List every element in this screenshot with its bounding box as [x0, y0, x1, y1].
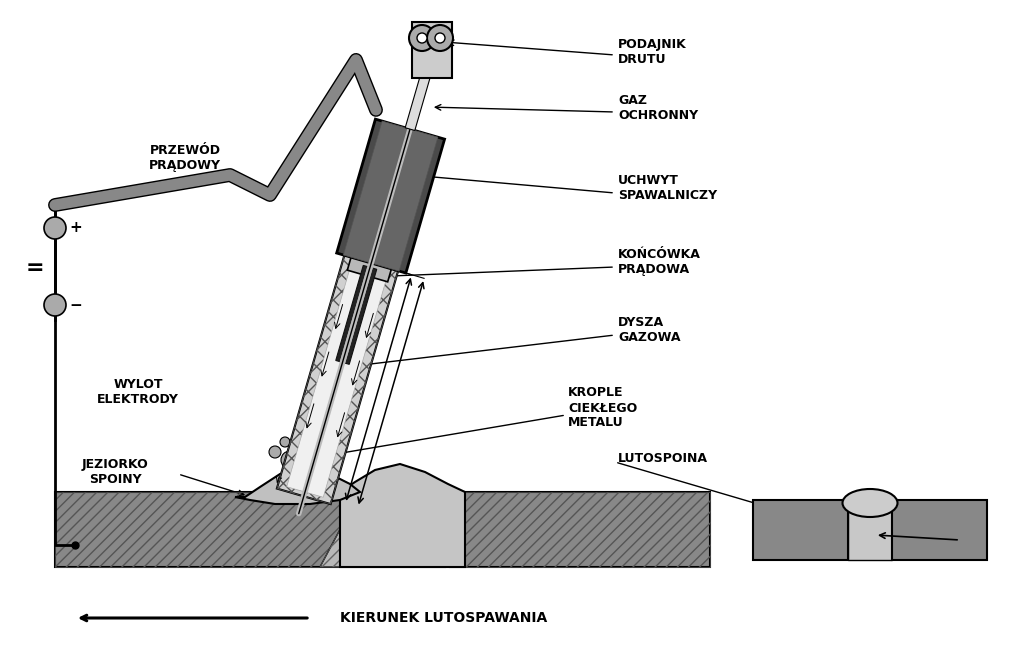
Polygon shape [336, 265, 376, 364]
Text: UCHWYT
SPAWALNICZY: UCHWYT SPAWALNICZY [618, 174, 717, 202]
Polygon shape [340, 267, 372, 363]
Circle shape [417, 33, 427, 43]
Text: +: + [69, 220, 82, 235]
Polygon shape [412, 22, 452, 78]
Circle shape [409, 25, 435, 51]
Text: KIERUNEK LUTOSPAWANIA: KIERUNEK LUTOSPAWANIA [340, 611, 547, 625]
Circle shape [281, 451, 299, 469]
Circle shape [427, 25, 453, 51]
Bar [450, 492, 710, 567]
Bar [55, 492, 445, 567]
Polygon shape [348, 253, 393, 282]
Bar [892, 500, 987, 560]
Text: GAZ
OCHRONNY: GAZ OCHRONNY [618, 94, 698, 122]
Polygon shape [235, 467, 360, 504]
Text: DYSZA
GAZOWA: DYSZA GAZOWA [618, 316, 680, 344]
Circle shape [269, 446, 281, 458]
Circle shape [435, 33, 445, 43]
Text: PRZEWÓD
PRĄDOWY: PRZEWÓD PRĄDOWY [149, 144, 221, 172]
Text: =: = [26, 258, 44, 278]
Bar [753, 500, 848, 560]
Text: KROPLE
CIEKŁEGO
METALU: KROPLE CIEKŁEGO METALU [568, 387, 637, 430]
Circle shape [44, 217, 66, 239]
Bar [450, 492, 710, 567]
Text: −: − [69, 297, 82, 312]
Polygon shape [337, 119, 445, 273]
Bar [848, 500, 892, 560]
Polygon shape [344, 121, 438, 271]
Text: KOŃCÓWKA
PRĄDOWA: KOŃCÓWKA PRĄDOWA [618, 248, 701, 276]
Ellipse shape [843, 489, 897, 517]
Text: WYLOT
ELEKTRODY: WYLOT ELEKTRODY [97, 378, 179, 406]
Text: PODAJNIK
DRUTU: PODAJNIK DRUTU [618, 38, 686, 66]
Circle shape [303, 447, 317, 461]
Bar [55, 492, 445, 567]
Polygon shape [405, 59, 435, 130]
Circle shape [44, 294, 66, 316]
Circle shape [294, 440, 306, 452]
Text: JEZIORKO
SPOINY: JEZIORKO SPOINY [82, 458, 148, 486]
Circle shape [315, 451, 329, 465]
Polygon shape [277, 251, 399, 504]
Circle shape [280, 437, 290, 447]
Polygon shape [286, 258, 390, 497]
Text: LUTOSPOINA: LUTOSPOINA [618, 451, 708, 464]
Polygon shape [340, 464, 465, 567]
Polygon shape [320, 492, 450, 567]
